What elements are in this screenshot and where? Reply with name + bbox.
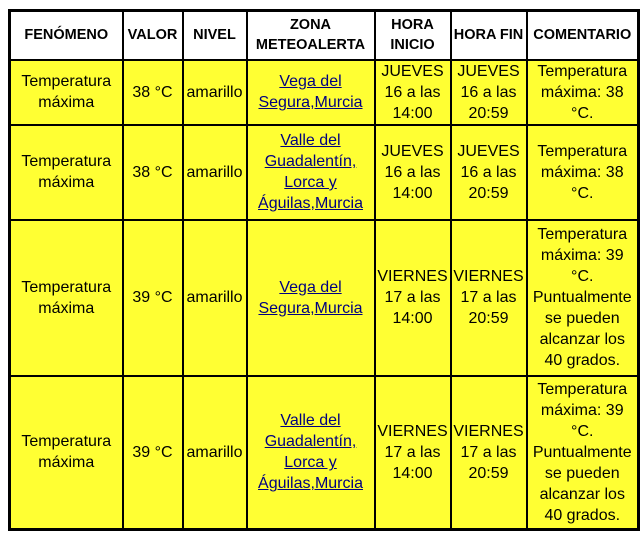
cell-nivel: amarillo <box>181 218 248 377</box>
header-zona-meteoalerta: ZONA METEOALERTA <box>245 9 376 61</box>
header-nivel: NIVEL <box>181 9 248 61</box>
cell-fenomeno: Temperatura máxima <box>8 218 124 377</box>
cell-fenomeno: Temperatura máxima <box>8 58 124 126</box>
cell-comentario: Temperatura máxima: 38 °C. <box>525 58 640 126</box>
cell-zona: Valle del Guadalentín, Lorca y Águilas,M… <box>245 374 376 531</box>
cell-zona: Vega del Segura,Murcia <box>245 218 376 377</box>
zona-link[interactable]: Valle del Guadalentín, Lorca y Águilas,M… <box>258 132 363 212</box>
table-row: Temperatura máxima 39 °C amarillo Valle … <box>8 374 640 531</box>
cell-valor: 39 °C <box>121 374 184 531</box>
cell-nivel: amarillo <box>181 58 248 126</box>
header-row: FENÓMENO VALOR NIVEL ZONA METEOALERTA HO… <box>8 9 640 61</box>
cell-valor: 38 °C <box>121 58 184 126</box>
table-row: Temperatura máxima 39 °C amarillo Vega d… <box>8 218 640 377</box>
cell-zona: Valle del Guadalentín, Lorca y Águilas,M… <box>245 123 376 221</box>
cell-comentario: Temperatura máxima: 39 °C. Puntualmente … <box>525 218 640 377</box>
header-hora-inicio: HORA INICIO <box>373 9 452 61</box>
cell-nivel: amarillo <box>181 123 248 221</box>
header-hora-fin: HORA FIN <box>449 9 528 61</box>
table-row: Temperatura máxima 38 °C amarillo Valle … <box>8 123 640 221</box>
cell-hora-fin: VIERNES 17 a las 20:59 <box>449 218 528 377</box>
cell-nivel: amarillo <box>181 374 248 531</box>
cell-hora-fin: JUEVES 16 a las 20:59 <box>449 58 528 126</box>
zona-link[interactable]: Vega del Segura,Murcia <box>258 73 363 111</box>
cell-zona: Vega del Segura,Murcia <box>245 58 376 126</box>
cell-hora-inicio: VIERNES 17 a las 14:00 <box>373 218 452 377</box>
zona-link[interactable]: Valle del Guadalentín, Lorca y Águilas,M… <box>258 412 363 493</box>
cell-hora-inicio: JUEVES 16 a las 14:00 <box>373 123 452 221</box>
zona-link[interactable]: Vega del Segura,Murcia <box>258 278 363 317</box>
header-comentario: COMENTARIO <box>525 9 640 61</box>
cell-fenomeno: Temperatura máxima <box>8 123 124 221</box>
cell-comentario: Temperatura máxima: 39 °C. Puntualmente … <box>525 374 640 531</box>
cell-hora-inicio: VIERNES 17 a las 14:00 <box>373 374 452 531</box>
cell-fenomeno: Temperatura máxima <box>8 374 124 531</box>
cell-hora-inicio: JUEVES 16 a las 14:00 <box>373 58 452 126</box>
header-valor: VALOR <box>121 9 184 61</box>
cell-valor: 38 °C <box>121 123 184 221</box>
cell-valor: 39 °C <box>121 218 184 377</box>
header-fenomeno: FENÓMENO <box>8 9 124 61</box>
cell-hora-fin: JUEVES 16 a las 20:59 <box>449 123 528 221</box>
table-row: Temperatura máxima 38 °C amarillo Vega d… <box>8 58 640 126</box>
cell-hora-fin: VIERNES 17 a las 20:59 <box>449 374 528 531</box>
cell-comentario: Temperatura máxima: 38 °C. <box>525 123 640 221</box>
meteoalerta-table: FENÓMENO VALOR NIVEL ZONA METEOALERTA HO… <box>8 9 640 531</box>
